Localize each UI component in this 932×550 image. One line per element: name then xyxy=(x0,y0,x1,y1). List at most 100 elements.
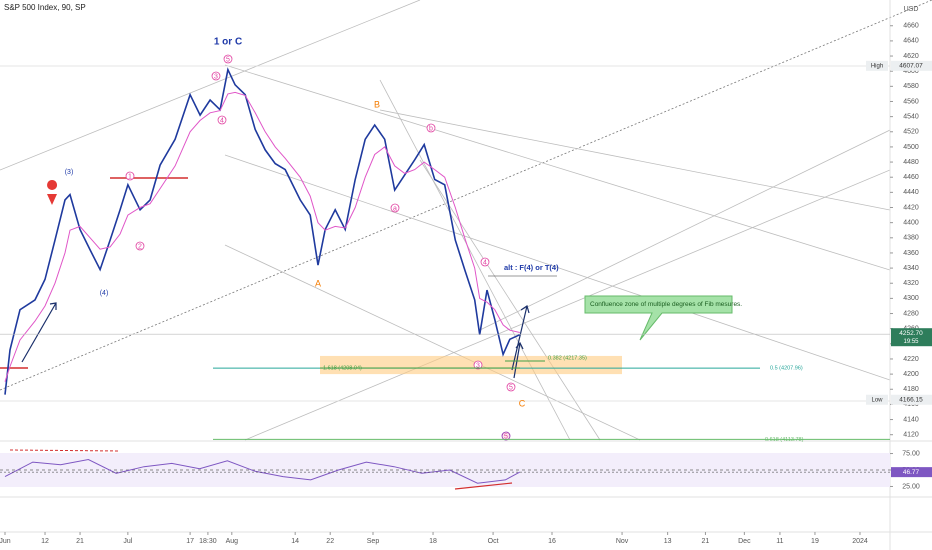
price-tag-name: High xyxy=(871,63,883,69)
x-tick-label: Jun xyxy=(0,538,11,545)
y-tick-label: 4360 xyxy=(903,250,919,257)
wave-circle xyxy=(390,203,400,213)
x-tick-label: 2024 xyxy=(852,538,868,545)
pin-icon xyxy=(47,180,58,205)
alt-label: alt : F(4) or T(4) xyxy=(504,263,559,272)
wave-label: (3) xyxy=(65,169,74,176)
y-tick-label: 4340 xyxy=(903,265,919,272)
last-price-tag xyxy=(891,328,932,347)
x-tick-label: 11 xyxy=(776,538,783,545)
y-tick-label: 4200 xyxy=(903,371,919,378)
y-tick-label: 4120 xyxy=(903,432,919,439)
x-tick-label: Nov xyxy=(616,538,629,545)
y-tick-label: 4180 xyxy=(903,386,919,393)
series-line xyxy=(4,67,521,395)
x-tick-label: Sep xyxy=(367,538,380,545)
divergence-line xyxy=(454,482,513,490)
wave-circle xyxy=(135,241,145,251)
countdown: 19:55 xyxy=(903,339,919,345)
x-tick-label: 21 xyxy=(702,538,710,545)
wave-number: b xyxy=(429,125,433,132)
fib-label: 1.618 (4208.04) xyxy=(323,365,362,371)
x-tick-label: 14 xyxy=(291,538,299,545)
wave-number: a xyxy=(393,205,397,212)
y-tick-label: 4560 xyxy=(903,98,919,105)
y-tick-label: 25.00 xyxy=(902,483,920,490)
wave-label: (4) xyxy=(100,290,109,297)
y-tick-label: 4620 xyxy=(903,53,919,60)
wave-circle xyxy=(473,360,483,370)
x-tick-label: 19 xyxy=(811,538,819,545)
y-tick-label: 4580 xyxy=(903,83,919,90)
wave-circle xyxy=(125,171,135,181)
series-line xyxy=(4,458,521,484)
series-line xyxy=(4,91,520,382)
y-tick-label: 4640 xyxy=(903,38,919,45)
y-tick-label: 4500 xyxy=(903,144,919,151)
y-tick-label: 4300 xyxy=(903,295,919,302)
x-tick-label: 21 xyxy=(76,538,84,545)
wave-circle xyxy=(217,115,227,125)
wave-label: C xyxy=(519,398,526,408)
y-tick-label: 4480 xyxy=(903,159,919,166)
price-tag xyxy=(866,394,888,405)
y-tick-label: 4320 xyxy=(903,280,919,287)
x-tick-label: 18 xyxy=(429,538,437,545)
last-price: 4252.70 xyxy=(899,330,923,337)
fib-label: 0.5 (4207.96) xyxy=(770,366,803,372)
x-tick-label: 18:30 xyxy=(199,538,217,545)
wave-circle xyxy=(501,431,511,441)
price-tag-label: 4607.07 xyxy=(899,63,923,70)
wave-number: 1 xyxy=(128,173,132,180)
price-tag xyxy=(891,60,932,71)
rsi-tag-label: 46.77 xyxy=(903,469,920,476)
y-tick-label: 4280 xyxy=(903,310,919,317)
price-tag-name: Low xyxy=(871,397,883,403)
y-tick-label: 4660 xyxy=(903,23,919,30)
wave-number: 3 xyxy=(214,73,218,80)
callout-box xyxy=(584,295,733,341)
x-tick-label: 17 xyxy=(186,538,194,545)
y-tick-label: 4460 xyxy=(903,174,919,181)
x-tick-label: 22 xyxy=(326,538,334,545)
y-tick-label: 4400 xyxy=(903,219,919,226)
wave-number: 4 xyxy=(220,117,224,124)
y-tick-label: 4600 xyxy=(903,68,919,75)
x-tick-label: Aug xyxy=(226,538,239,545)
y-tick-label: 4420 xyxy=(903,204,919,211)
wave-number: 3 xyxy=(476,362,480,369)
y-tick-label: 4540 xyxy=(903,113,919,120)
currency: USD xyxy=(904,6,919,13)
price-tag xyxy=(891,394,932,405)
fib-zone xyxy=(320,355,622,375)
wave-number: 4 xyxy=(483,259,487,266)
wave-circle xyxy=(223,54,233,64)
header-title: S&P 500 Index, 90, SP xyxy=(4,3,86,12)
price-tag xyxy=(866,60,888,71)
x-tick-label: 13 xyxy=(664,538,672,545)
wave-label: 1 or C xyxy=(214,37,242,48)
y-tick-label: 4380 xyxy=(903,235,919,242)
x-tick-label: Jul xyxy=(123,538,132,545)
y-tick-label: 4140 xyxy=(903,416,919,423)
y-tick-label: 4160 xyxy=(903,401,919,408)
wave-label: B xyxy=(374,99,380,109)
channel-lines xyxy=(0,0,932,441)
y-tick-label: 75.00 xyxy=(902,450,920,457)
y-tick-label: 4220 xyxy=(903,356,919,363)
y-tick-label: 4520 xyxy=(903,129,919,136)
wave-number: 2 xyxy=(138,243,142,250)
wave-number: 5 xyxy=(509,384,513,391)
callout-text: Confluence zone of multiple degrees of F… xyxy=(590,301,742,308)
y-tick-label: 4440 xyxy=(903,189,919,196)
x-tick-label: 12 xyxy=(41,538,49,545)
wave-circle xyxy=(506,382,516,392)
fib-label: 0.382 (4217.35) xyxy=(548,355,587,361)
fib-label: 0.618 (4113.78) xyxy=(765,437,804,443)
wave-circle xyxy=(480,257,490,267)
x-tick-label: Dec xyxy=(738,538,751,545)
wave-label: A xyxy=(315,278,321,288)
rsi-tag xyxy=(891,467,932,478)
